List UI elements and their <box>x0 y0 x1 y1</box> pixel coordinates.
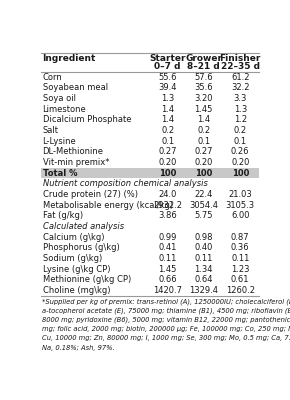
Text: 0.20: 0.20 <box>195 158 213 167</box>
Text: 0–7 d: 0–7 d <box>155 62 181 72</box>
Text: 0.64: 0.64 <box>195 276 213 284</box>
Text: mg; folic acid, 2000 mg; biotin, 200000 μg; Fe, 100000 mg; Co, 250 mg; Mn, 100 m: mg; folic acid, 2000 mg; biotin, 200000 … <box>42 326 290 332</box>
Text: 0.66: 0.66 <box>158 276 177 284</box>
Text: 1260.2: 1260.2 <box>226 286 255 295</box>
Text: 0.1: 0.1 <box>197 137 210 146</box>
Text: a-tocopherol acetate (E), 75000 mg; thiamine (B1), 4500 mg; riboflavin (B2),: a-tocopherol acetate (E), 75000 mg; thia… <box>42 308 290 314</box>
Text: 1.4: 1.4 <box>161 115 174 124</box>
Text: 24.0: 24.0 <box>159 190 177 199</box>
Text: 100: 100 <box>159 169 176 178</box>
Text: 3.86: 3.86 <box>158 211 177 220</box>
Text: 0.98: 0.98 <box>195 233 213 242</box>
Text: 35.6: 35.6 <box>194 83 213 92</box>
Text: 0.61: 0.61 <box>231 276 249 284</box>
Text: Na, 0.18%; Ash, 97%.: Na, 0.18%; Ash, 97%. <box>42 345 115 351</box>
Text: 32.2: 32.2 <box>231 83 249 92</box>
Text: 1.45: 1.45 <box>159 265 177 274</box>
Text: 3054.4: 3054.4 <box>189 201 218 210</box>
Text: Sodium (g\kg): Sodium (g\kg) <box>43 254 102 263</box>
Text: 39.4: 39.4 <box>158 83 177 92</box>
Text: 3.3: 3.3 <box>233 94 247 103</box>
Text: Soya oil: Soya oil <box>43 94 75 103</box>
Text: Dicalcium Phosphate: Dicalcium Phosphate <box>43 115 131 124</box>
Text: 57.6: 57.6 <box>194 72 213 82</box>
Text: Vit-min premix*: Vit-min premix* <box>43 158 109 167</box>
Text: Fat (g/kg): Fat (g/kg) <box>43 211 83 220</box>
Text: Methionine (g\kg CP): Methionine (g\kg CP) <box>43 276 131 284</box>
Text: 0.36: 0.36 <box>231 243 249 252</box>
Text: Phosphorus (g\kg): Phosphorus (g\kg) <box>43 243 119 252</box>
Text: 0.2: 0.2 <box>234 126 247 135</box>
Text: Finisher: Finisher <box>220 54 261 63</box>
Text: 0.1: 0.1 <box>161 137 174 146</box>
Text: 0.26: 0.26 <box>231 147 249 156</box>
Text: 21.03: 21.03 <box>228 190 252 199</box>
Text: 100: 100 <box>231 169 249 178</box>
Text: Total %: Total % <box>43 169 77 178</box>
Text: 5.75: 5.75 <box>195 211 213 220</box>
Text: 1.4: 1.4 <box>161 104 174 114</box>
Text: 1.2: 1.2 <box>234 115 247 124</box>
Text: 1.3: 1.3 <box>161 94 174 103</box>
Text: 0.11: 0.11 <box>195 254 213 263</box>
Text: 0.20: 0.20 <box>159 158 177 167</box>
Text: Calcium (g\kg): Calcium (g\kg) <box>43 233 104 242</box>
Text: Limestone: Limestone <box>43 104 86 114</box>
Text: 6.00: 6.00 <box>231 211 249 220</box>
Text: Ingredient: Ingredient <box>43 54 96 64</box>
Text: L-Lysine: L-Lysine <box>43 137 76 146</box>
Text: DL-Methionine: DL-Methionine <box>43 147 104 156</box>
Text: *Supplied per kg of premix: trans-retinol (A), 1250000IU; cholecalciferol (D3), : *Supplied per kg of premix: trans-retino… <box>42 298 290 305</box>
Text: 1.4: 1.4 <box>197 115 210 124</box>
Text: Soyabean meal: Soyabean meal <box>43 83 108 92</box>
Text: 1.23: 1.23 <box>231 265 249 274</box>
Text: 0.1: 0.1 <box>234 137 247 146</box>
Text: 1.45: 1.45 <box>195 104 213 114</box>
Text: 55.6: 55.6 <box>158 72 177 82</box>
Text: Crude protein (27) (%): Crude protein (27) (%) <box>43 190 137 199</box>
Text: Corn: Corn <box>43 72 62 82</box>
Text: 3.20: 3.20 <box>195 94 213 103</box>
Text: 0.2: 0.2 <box>197 126 210 135</box>
Text: 61.2: 61.2 <box>231 72 249 82</box>
Text: 100: 100 <box>195 169 212 178</box>
Text: 0.87: 0.87 <box>231 233 249 242</box>
Text: 0.27: 0.27 <box>158 147 177 156</box>
Text: 0.40: 0.40 <box>195 243 213 252</box>
Text: Starter: Starter <box>149 54 186 63</box>
Text: 8–21 d: 8–21 d <box>187 62 220 72</box>
Text: Calculated analysis: Calculated analysis <box>43 222 124 231</box>
Text: Lysine (g\kg CP): Lysine (g\kg CP) <box>43 265 110 274</box>
Text: 3105.3: 3105.3 <box>226 201 255 210</box>
Text: 0.11: 0.11 <box>159 254 177 263</box>
Text: Cu, 10000 mg; Zn, 80000 mg; I, 1000 mg; Se, 300 mg; Mo, 0.5 mg; Ca, 7.7%; P, 0.0: Cu, 10000 mg; Zn, 80000 mg; I, 1000 mg; … <box>42 335 290 341</box>
Text: Metabolisable energy (kcal/kg): Metabolisable energy (kcal/kg) <box>43 201 173 210</box>
Bar <box>41 168 259 178</box>
Text: 0.11: 0.11 <box>231 254 249 263</box>
Text: 1420.7: 1420.7 <box>153 286 182 295</box>
Text: 1329.4: 1329.4 <box>189 286 218 295</box>
Text: 0.99: 0.99 <box>159 233 177 242</box>
Text: 0.27: 0.27 <box>195 147 213 156</box>
Text: 22.4: 22.4 <box>195 190 213 199</box>
Text: 8000 mg; pyridoxine (B6), 5000 mg; vitamin B12, 22000 mg; pantothenic acid, 2000: 8000 mg; pyridoxine (B6), 5000 mg; vitam… <box>42 317 290 324</box>
Text: Grower: Grower <box>185 54 222 63</box>
Text: Nutrient composition chemical analysis: Nutrient composition chemical analysis <box>43 179 207 188</box>
Text: 0.20: 0.20 <box>231 158 249 167</box>
Text: Salt: Salt <box>43 126 59 135</box>
Text: Choline (mg\kg): Choline (mg\kg) <box>43 286 110 295</box>
Text: 2932.2: 2932.2 <box>153 201 182 210</box>
Text: 0.2: 0.2 <box>161 126 174 135</box>
Text: 1.3: 1.3 <box>234 104 247 114</box>
Text: 1.34: 1.34 <box>195 265 213 274</box>
Text: 0.41: 0.41 <box>159 243 177 252</box>
Text: 22–35 d: 22–35 d <box>221 62 260 72</box>
